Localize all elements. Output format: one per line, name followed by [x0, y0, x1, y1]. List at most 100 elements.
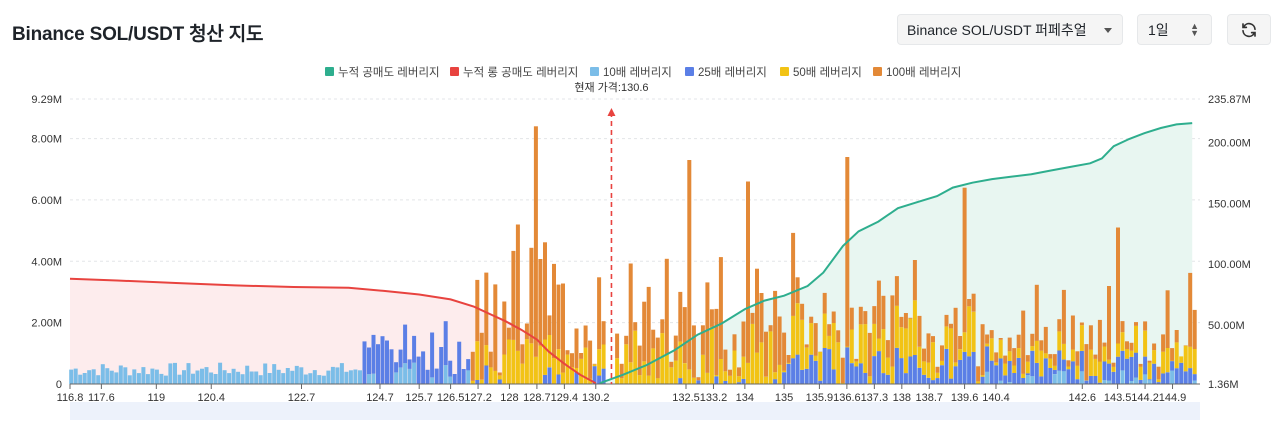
bar-lev50[interactable]: [579, 359, 584, 384]
bar-lev10[interactable]: [186, 363, 191, 384]
bar-lev50[interactable]: [497, 375, 502, 380]
bar-lev25[interactable]: [403, 324, 408, 364]
bar-lev100[interactable]: [1093, 354, 1098, 359]
legend-swatch-lev25[interactable]: [685, 67, 694, 76]
bar-lev25[interactable]: [989, 360, 994, 384]
bar-lev25[interactable]: [1129, 356, 1134, 381]
bar-lev100[interactable]: [592, 363, 597, 365]
bar-lev100[interactable]: [940, 345, 944, 361]
bar-lev50[interactable]: [660, 333, 665, 384]
legend-swatch-long_cum[interactable]: [450, 67, 459, 76]
bar-lev50[interactable]: [1147, 362, 1152, 380]
bar-lev100[interactable]: [912, 260, 917, 301]
bar-lev25[interactable]: [944, 348, 949, 384]
bar-lev25[interactable]: [1061, 359, 1066, 372]
bar-lev10[interactable]: [191, 373, 195, 384]
bar-lev25[interactable]: [1034, 362, 1039, 384]
bar-lev50[interactable]: [664, 354, 669, 384]
range-slider-track[interactable]: [70, 402, 1200, 420]
bar-lev25[interactable]: [827, 349, 832, 384]
bar-lev50[interactable]: [1070, 349, 1075, 362]
bar-lev25[interactable]: [935, 378, 940, 384]
bar-lev50[interactable]: [588, 378, 593, 384]
bar-lev100[interactable]: [579, 353, 584, 359]
bar-lev100[interactable]: [1088, 325, 1093, 350]
bar-lev50[interactable]: [926, 362, 931, 378]
bar-lev50[interactable]: [524, 339, 529, 384]
bar-lev50[interactable]: [922, 361, 926, 375]
bar-lev50[interactable]: [985, 343, 990, 347]
bar-lev25[interactable]: [894, 347, 899, 384]
bar-lev10[interactable]: [231, 368, 236, 384]
bar-lev10[interactable]: [344, 371, 349, 384]
bar-lev25[interactable]: [1165, 372, 1170, 384]
bar-lev100[interactable]: [949, 323, 953, 329]
bar-lev10[interactable]: [123, 367, 128, 384]
bar-lev100[interactable]: [660, 319, 665, 334]
bar-lev50[interactable]: [1107, 359, 1111, 364]
bar-lev10[interactable]: [326, 370, 331, 384]
bar-lev25[interactable]: [1088, 375, 1093, 384]
bar-lev100[interactable]: [696, 377, 701, 381]
bar-lev50[interactable]: [831, 323, 836, 370]
bar-lev10[interactable]: [367, 374, 371, 384]
bar-lev10[interactable]: [150, 368, 155, 384]
bar-lev25[interactable]: [854, 366, 859, 385]
bar-lev50[interactable]: [574, 367, 579, 373]
bar-lev100[interactable]: [876, 280, 881, 339]
bar-lev25[interactable]: [543, 374, 547, 384]
bar-lev100[interactable]: [967, 299, 972, 307]
bar-lev10[interactable]: [204, 367, 209, 384]
bar-lev100[interactable]: [980, 324, 985, 376]
bar-lev100[interactable]: [655, 337, 660, 379]
bar-lev25[interactable]: [1007, 361, 1012, 383]
bar-lev100[interactable]: [885, 340, 890, 358]
bar-lev10[interactable]: [358, 370, 362, 384]
bar-lev25[interactable]: [407, 359, 412, 369]
bar-lev25[interactable]: [917, 367, 922, 384]
bar-lev10[interactable]: [100, 364, 105, 384]
bar-lev25[interactable]: [809, 354, 814, 384]
bar-lev100[interactable]: [1107, 286, 1111, 360]
bar-lev10[interactable]: [308, 373, 313, 384]
bar-lev25[interactable]: [980, 376, 985, 384]
legend-swatch-lev100[interactable]: [873, 67, 882, 76]
bar-lev50[interactable]: [962, 332, 967, 352]
bar-lev50[interactable]: [543, 339, 547, 375]
bar-lev100[interactable]: [588, 340, 593, 379]
bar-lev50[interactable]: [628, 362, 633, 384]
bar-lev50[interactable]: [723, 371, 728, 381]
bar-lev100[interactable]: [1116, 227, 1120, 344]
bar-lev25[interactable]: [461, 369, 466, 384]
bar-lev25[interactable]: [1156, 382, 1161, 384]
bar-lev100[interactable]: [998, 338, 1003, 340]
bar-lev25[interactable]: [1192, 374, 1197, 381]
bar-lev50[interactable]: [935, 372, 940, 378]
bar-lev25[interactable]: [1120, 350, 1125, 371]
bar-lev50[interactable]: [529, 343, 534, 384]
bar-lev25[interactable]: [1170, 361, 1175, 371]
bar-lev100[interactable]: [561, 283, 565, 373]
bar-lev100[interactable]: [506, 327, 511, 340]
bar-lev100[interactable]: [845, 157, 850, 347]
bar-lev100[interactable]: [1174, 330, 1179, 343]
bar-lev25[interactable]: [484, 365, 489, 384]
bar-lev50[interactable]: [894, 305, 899, 348]
bar-lev100[interactable]: [488, 351, 493, 368]
bar-lev50[interactable]: [714, 375, 719, 377]
bar-lev25[interactable]: [994, 365, 999, 384]
bar-lev10[interactable]: [118, 365, 123, 385]
bar-lev25[interactable]: [1183, 371, 1188, 384]
pair-select[interactable]: Binance SOL/USDT 퍼페추얼: [897, 14, 1123, 45]
bar-lev100[interactable]: [858, 306, 863, 325]
bar-lev25[interactable]: [926, 377, 931, 384]
bar-lev10[interactable]: [285, 368, 290, 384]
bar-lev50[interactable]: [881, 329, 886, 374]
bar-lev100[interactable]: [1070, 315, 1075, 350]
bar-lev25[interactable]: [899, 358, 904, 384]
bar-lev10[interactable]: [96, 375, 101, 384]
bar-lev100[interactable]: [894, 276, 899, 306]
bar-lev50[interactable]: [506, 339, 511, 385]
bar-lev25[interactable]: [863, 372, 868, 384]
bar-lev10[interactable]: [290, 370, 295, 384]
